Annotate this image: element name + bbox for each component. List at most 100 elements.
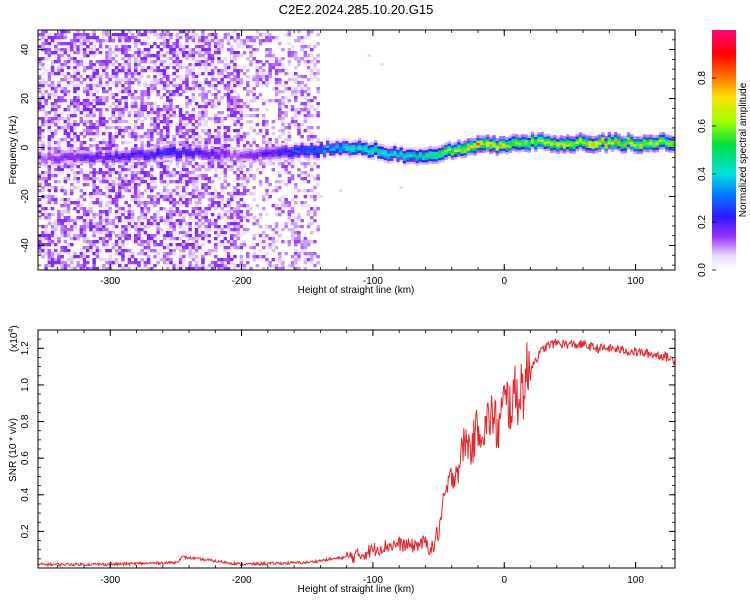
heatmap-cell <box>498 146 503 149</box>
heatmap-cell <box>550 147 554 151</box>
heatmap-cell <box>447 145 452 149</box>
heatmap-cell <box>294 66 298 70</box>
heatmap-cell <box>630 141 634 145</box>
heatmap-cell <box>95 147 100 151</box>
heatmap-cell <box>121 36 125 40</box>
heatmap-cell <box>207 186 212 190</box>
heatmap-cell <box>242 228 247 232</box>
heatmap-cell <box>105 231 109 235</box>
heatmap-cell <box>201 213 205 217</box>
heatmap-cell <box>95 135 100 139</box>
heatmap-cell <box>246 45 250 49</box>
heatmap-cell <box>294 54 298 58</box>
heatmap-cell <box>105 213 109 217</box>
heatmap-cell <box>214 261 218 265</box>
heatmap-cell <box>172 204 176 208</box>
heatmap-cell <box>143 189 148 193</box>
heatmap-cell <box>230 237 234 241</box>
heatmap-cell <box>502 148 506 151</box>
heatmap-cell <box>134 195 138 199</box>
heatmap-cell <box>86 54 90 58</box>
heatmap-cell <box>665 149 669 152</box>
heatmap-cell <box>188 135 192 139</box>
heatmap-cell <box>76 177 80 181</box>
heatmap-cell <box>303 258 308 262</box>
heatmap-cell <box>146 210 151 214</box>
heatmap-cell <box>294 96 298 100</box>
heatmap-cell <box>76 39 80 43</box>
heatmap-cell <box>134 135 138 139</box>
heatmap-cell <box>95 126 100 130</box>
heatmap-cell <box>185 39 189 43</box>
heatmap-cell <box>665 136 669 140</box>
heatmap-cell <box>217 162 221 166</box>
heatmap-cell <box>169 157 173 161</box>
heatmap-cell <box>143 90 148 94</box>
heatmap-cell <box>303 152 308 156</box>
heatmap-cell <box>159 96 164 100</box>
heatmap-cell <box>150 234 154 238</box>
heatmap-cell <box>383 147 388 151</box>
heatmap-cell <box>175 165 180 169</box>
heatmap-cell <box>79 171 84 175</box>
heatmap-cell <box>514 134 519 137</box>
heatmap-cell <box>614 144 618 148</box>
heatmap-cell <box>191 195 196 199</box>
heatmap-cell <box>306 258 311 262</box>
heatmap-cell <box>60 249 64 253</box>
heatmap-cell <box>169 216 173 220</box>
heatmap-cell <box>137 157 141 161</box>
heatmap-cell <box>268 159 272 163</box>
heatmap-cell <box>188 117 192 121</box>
heatmap-cell <box>412 151 416 155</box>
heatmap-cell <box>44 264 48 268</box>
heatmap-cell <box>297 168 301 172</box>
heatmap-cell <box>105 177 109 181</box>
heatmap-cell <box>47 159 52 163</box>
heatmap-cell <box>95 213 100 217</box>
heatmap-cell <box>111 63 116 67</box>
heatmap-cell <box>150 66 154 70</box>
heatmap-cell <box>460 148 464 152</box>
heatmap-cell <box>239 154 244 157</box>
heatmap-cell <box>108 189 112 193</box>
heatmap-cell <box>463 152 468 156</box>
heatmap-cell <box>316 72 320 76</box>
heatmap-cell <box>188 180 192 184</box>
heatmap-cell <box>265 81 269 85</box>
heatmap-cell <box>217 120 221 124</box>
heatmap-cell <box>207 153 212 157</box>
heatmap-cell <box>550 137 554 141</box>
heatmap-cell <box>178 213 183 217</box>
heatmap-cell <box>153 78 157 82</box>
heatmap-cell <box>198 225 202 229</box>
heatmap-cell <box>47 138 52 142</box>
heatmap-cell <box>41 162 45 166</box>
heatmap-cell <box>316 183 320 187</box>
heatmap-cell <box>108 138 112 142</box>
heatmap-cell <box>188 234 192 238</box>
heatmap-cell <box>82 198 87 202</box>
heatmap-cell <box>166 192 170 196</box>
heatmap-cell <box>642 144 647 147</box>
heatmap-cell <box>159 228 164 232</box>
heatmap-cell <box>281 123 285 127</box>
heatmap-cell <box>124 234 128 238</box>
heatmap-cell <box>620 146 624 149</box>
heatmap-cell <box>230 114 234 118</box>
heatmap-cell <box>214 93 218 97</box>
heatmap-cell <box>297 213 301 217</box>
heatmap-cell <box>239 255 244 259</box>
heatmap-cell <box>287 149 292 153</box>
heatmap-cell <box>252 174 256 178</box>
heatmap-cell <box>175 33 180 37</box>
heatmap-cell <box>175 201 180 205</box>
heatmap-cell <box>50 222 55 226</box>
heatmap-cell <box>198 165 202 169</box>
heatmap-cell <box>310 165 314 169</box>
heatmap-cell <box>201 192 205 196</box>
heatmap-cell <box>50 207 55 211</box>
heatmap-cell <box>572 148 576 152</box>
heatmap-cell <box>118 165 122 169</box>
heatmap-cell <box>140 90 144 94</box>
